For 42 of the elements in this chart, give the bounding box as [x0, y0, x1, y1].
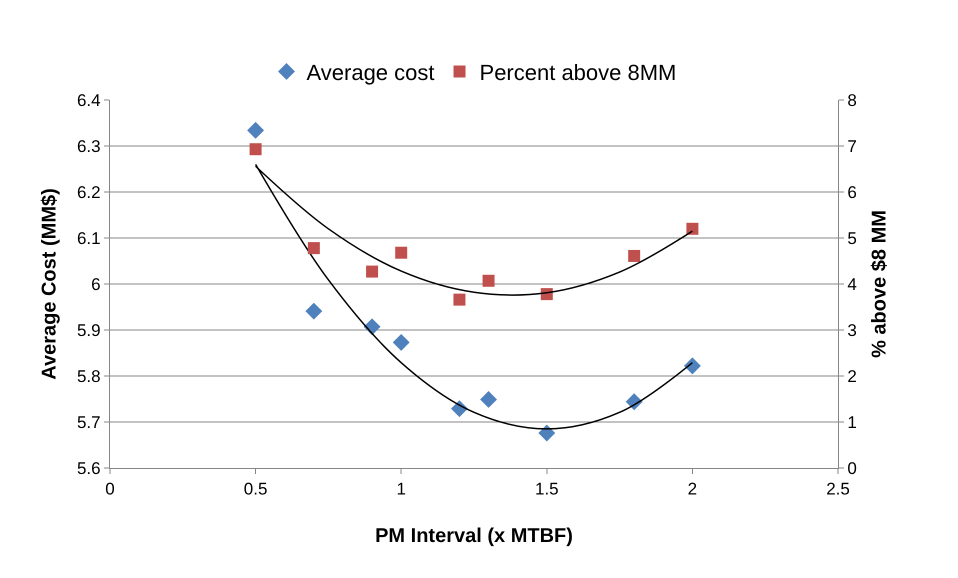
y-tick-label: 6.4	[76, 90, 101, 110]
y2-tick-label: 2	[847, 366, 857, 386]
point	[366, 266, 378, 278]
y2-tick-label: 4	[847, 274, 857, 294]
y-axis-title: Average Cost (MM$)	[38, 188, 60, 380]
x-tick-label: 1	[396, 479, 406, 498]
x-tick-label: 0	[105, 479, 115, 498]
point	[482, 274, 495, 287]
y2-axis-title: % above $8 MM	[868, 210, 890, 358]
y-tick-label: 5.9	[76, 320, 101, 340]
x-tick-label: 2	[688, 479, 698, 498]
point	[453, 294, 466, 306]
y2-tick-label: 0	[847, 458, 857, 478]
x-axis-title: PM Interval (x MTBF)	[375, 524, 573, 547]
x-tick-label: 1.5	[534, 479, 559, 498]
point	[686, 222, 698, 235]
legend-label: Percent above 8MM	[480, 60, 676, 86]
y2-tick-label: 8	[847, 90, 857, 110]
point	[247, 122, 264, 139]
y-tick-label: 5.6	[76, 458, 101, 478]
y2-tick-label: 5	[847, 228, 857, 248]
point	[250, 143, 262, 156]
y2-tick-label: 1	[847, 412, 857, 432]
point	[480, 391, 498, 408]
y2-tick-label: 3	[847, 320, 857, 340]
y-tick-label: 6.1	[76, 228, 101, 248]
y-tick-label: 6.3	[76, 136, 101, 156]
y2-tick-label: 6	[847, 182, 857, 202]
point	[392, 334, 410, 351]
x-tick-label: 0.5	[244, 479, 268, 498]
point	[628, 250, 640, 262]
x-tick-label: 2.5	[826, 479, 850, 498]
point	[395, 246, 408, 259]
y-tick-label: 6.2	[76, 182, 101, 202]
point	[305, 302, 322, 320]
point	[538, 424, 556, 442]
y-tick-label: 5.8	[76, 366, 101, 386]
y-tick-label: 6	[91, 274, 101, 294]
y-tick-label: 5.7	[76, 412, 101, 432]
legend-label: Average cost	[306, 60, 435, 86]
point	[308, 242, 320, 254]
y2-tick-label: 7	[847, 136, 857, 156]
